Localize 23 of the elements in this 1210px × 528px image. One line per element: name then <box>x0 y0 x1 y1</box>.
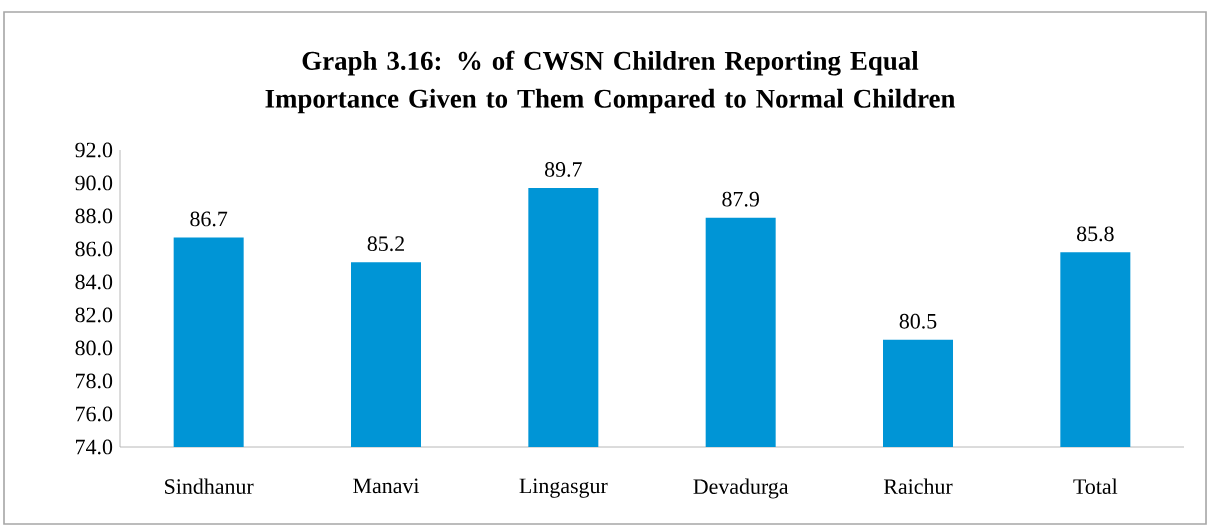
data-label: 86.7 <box>190 211 228 227</box>
x-tick-label: Sindhanur <box>165 478 254 494</box>
y-tick-label: 76.0 <box>76 406 113 422</box>
data-label: 85.2 <box>367 236 404 252</box>
y-tick-label: 88.0 <box>75 208 113 224</box>
y-tick-label: 84.0 <box>75 274 113 290</box>
data-label: 80.5 <box>899 313 937 329</box>
y-tick-label: 92.0 <box>75 142 113 158</box>
y-tick-label: 82.0 <box>75 307 113 323</box>
chart-title: Graph 3.16: % of CWSN Children Reporting Equal Importance Given to Them Compared to Normal Children <box>265 50 956 114</box>
y-tick-label: 90.0 <box>75 175 113 191</box>
y-tick-label: 78.0 <box>76 373 113 389</box>
y-tick-label: 74.0 <box>76 439 113 455</box>
data-label: 87.9 <box>722 191 759 207</box>
x-tick-label: Raichur <box>883 478 953 494</box>
x-tick-label: Manavi <box>353 478 420 494</box>
x-tick-label: Lingasgur <box>519 478 608 498</box>
y-tick-label: 80.0 <box>75 340 113 356</box>
data-label: 85.8 <box>1077 226 1114 242</box>
x-tick-label: Total <box>1073 478 1118 494</box>
x-tick-label: Devadurga <box>693 478 789 499</box>
y-tick-label: 86.0 <box>75 241 113 257</box>
data-label: 89.7 <box>545 162 582 177</box>
